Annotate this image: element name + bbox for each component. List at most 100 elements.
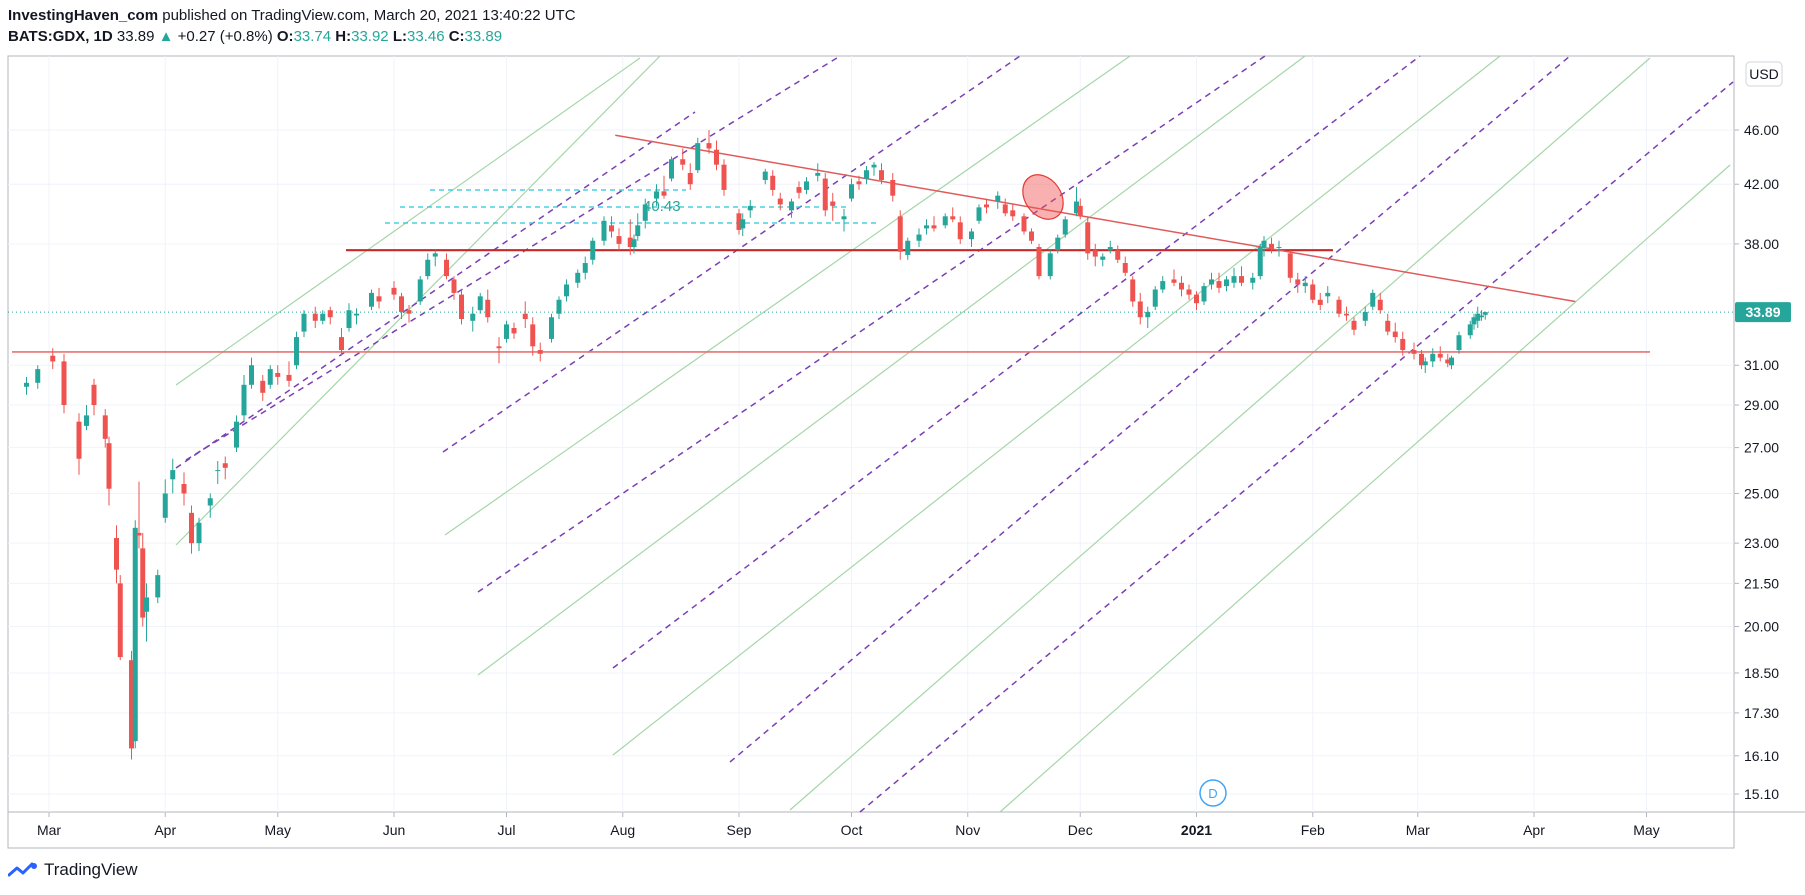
candle-body <box>976 207 982 221</box>
candle-body <box>897 216 903 252</box>
currency-label: USD <box>1749 66 1779 82</box>
candle-body <box>770 175 776 190</box>
candle-body <box>485 299 491 318</box>
candle-body <box>1471 317 1477 325</box>
tradingview-logo[interactable]: TradingView <box>8 860 138 880</box>
candle-body <box>1295 279 1301 285</box>
purple-dashed-trend <box>442 55 1021 453</box>
author-name[interactable]: InvestingHaven_com <box>8 7 159 24</box>
candle-body <box>856 181 862 185</box>
currency-badge[interactable]: USD <box>1745 61 1783 87</box>
candle-body <box>537 350 543 354</box>
candle-body <box>1062 219 1068 235</box>
green-trend-line <box>477 55 1306 676</box>
candle-body <box>1419 353 1424 366</box>
candle-body <box>661 191 667 196</box>
candle-body <box>215 470 221 472</box>
candle-body <box>680 159 686 165</box>
candle-body <box>1201 286 1207 302</box>
candle-body <box>432 253 438 257</box>
candle-body <box>511 327 517 334</box>
y-tick-label: 29.00 <box>1744 397 1779 413</box>
candle-body <box>556 299 562 314</box>
high-value: 33.92 <box>351 28 389 45</box>
candle-body <box>354 313 359 316</box>
symbol-label[interactable]: BATS:GDX, 1D <box>8 28 113 45</box>
price-axis[interactable]: 46.00 42.00 38.00 31.00 29.00 27.00 25.00 23.00… <box>1734 122 1791 802</box>
candle-body <box>654 191 659 199</box>
candle-body <box>687 172 693 185</box>
candle-body <box>1362 311 1368 321</box>
candle-body <box>399 296 404 312</box>
candle-body <box>312 313 318 321</box>
low-value: 33.46 <box>407 28 445 45</box>
candle-body <box>376 296 382 302</box>
x-tick-label: Mar <box>37 822 61 838</box>
candle-body <box>417 279 423 302</box>
high-label: H: <box>335 28 352 45</box>
candle-body <box>984 204 989 208</box>
candle-body <box>747 205 753 211</box>
brand-name: TradingView <box>44 860 138 879</box>
x-tick-label: Mar <box>1406 822 1430 838</box>
candle-body <box>260 380 266 393</box>
descending-trendline <box>615 134 1576 303</box>
candle-body <box>1092 250 1098 257</box>
candle-body <box>346 310 352 328</box>
x-tick-label: Nov <box>955 822 980 838</box>
candle-body <box>496 346 502 349</box>
last-price-badge <box>1735 302 1791 323</box>
y-tick-label: 20.00 <box>1744 618 1779 634</box>
candle-body <box>1100 256 1106 260</box>
x-tick-label: Aug <box>610 822 635 838</box>
candle-body <box>721 164 727 190</box>
candle-body <box>1077 205 1083 217</box>
candle-body <box>616 236 622 244</box>
overlay-layer: D <box>1022 174 1227 807</box>
candle-body <box>106 443 112 489</box>
candle-body <box>1029 231 1034 241</box>
candle-body <box>451 279 457 293</box>
candle-body <box>1479 315 1484 318</box>
candle-body <box>84 415 89 426</box>
candle-body <box>1475 313 1481 321</box>
candle-body <box>1445 359 1451 364</box>
up-arrow-icon: ▲ <box>158 28 174 45</box>
purple-dashed-trend <box>185 55 841 461</box>
candle-body <box>1325 292 1331 297</box>
candle-body <box>549 317 554 339</box>
candle-body <box>1047 253 1053 277</box>
drawings-layer: 40.43 <box>8 55 1734 813</box>
candle-body <box>61 361 67 405</box>
candle-body <box>601 220 607 241</box>
candle-body <box>627 237 633 248</box>
candle-body <box>1430 353 1436 362</box>
candle-body <box>1194 294 1199 304</box>
candle-body <box>470 313 476 321</box>
candle-body <box>1021 216 1027 232</box>
purple-dashed-trend <box>175 111 696 469</box>
purple-dashed-trend <box>859 81 1734 813</box>
candle-body <box>24 382 29 387</box>
candle-body <box>841 216 847 220</box>
candle-body <box>635 225 641 237</box>
candle-body <box>241 384 247 416</box>
candle-body <box>1351 320 1357 330</box>
candle-body <box>942 216 948 226</box>
open-value: 33.74 <box>293 28 332 45</box>
last-price-badge-label: 33.89 <box>1745 304 1780 320</box>
candle-body <box>1145 311 1151 318</box>
candle-body <box>1467 324 1473 336</box>
grid-layer <box>8 56 1734 812</box>
candle-body <box>1302 282 1308 287</box>
green-trend-line <box>612 55 1501 756</box>
candle-body <box>777 198 783 205</box>
x-tick-label: 2021 <box>1181 822 1212 838</box>
candle-body <box>864 170 869 179</box>
y-tick-label: 27.00 <box>1744 440 1779 456</box>
time-axis[interactable]: Mar Apr May Jun Jul Aug Sep Oct Nov Dec 2021 Feb Mar… <box>37 812 1660 838</box>
candle-body <box>804 181 809 190</box>
candle-body <box>1411 350 1417 354</box>
x-tick-label: May <box>1633 822 1659 838</box>
